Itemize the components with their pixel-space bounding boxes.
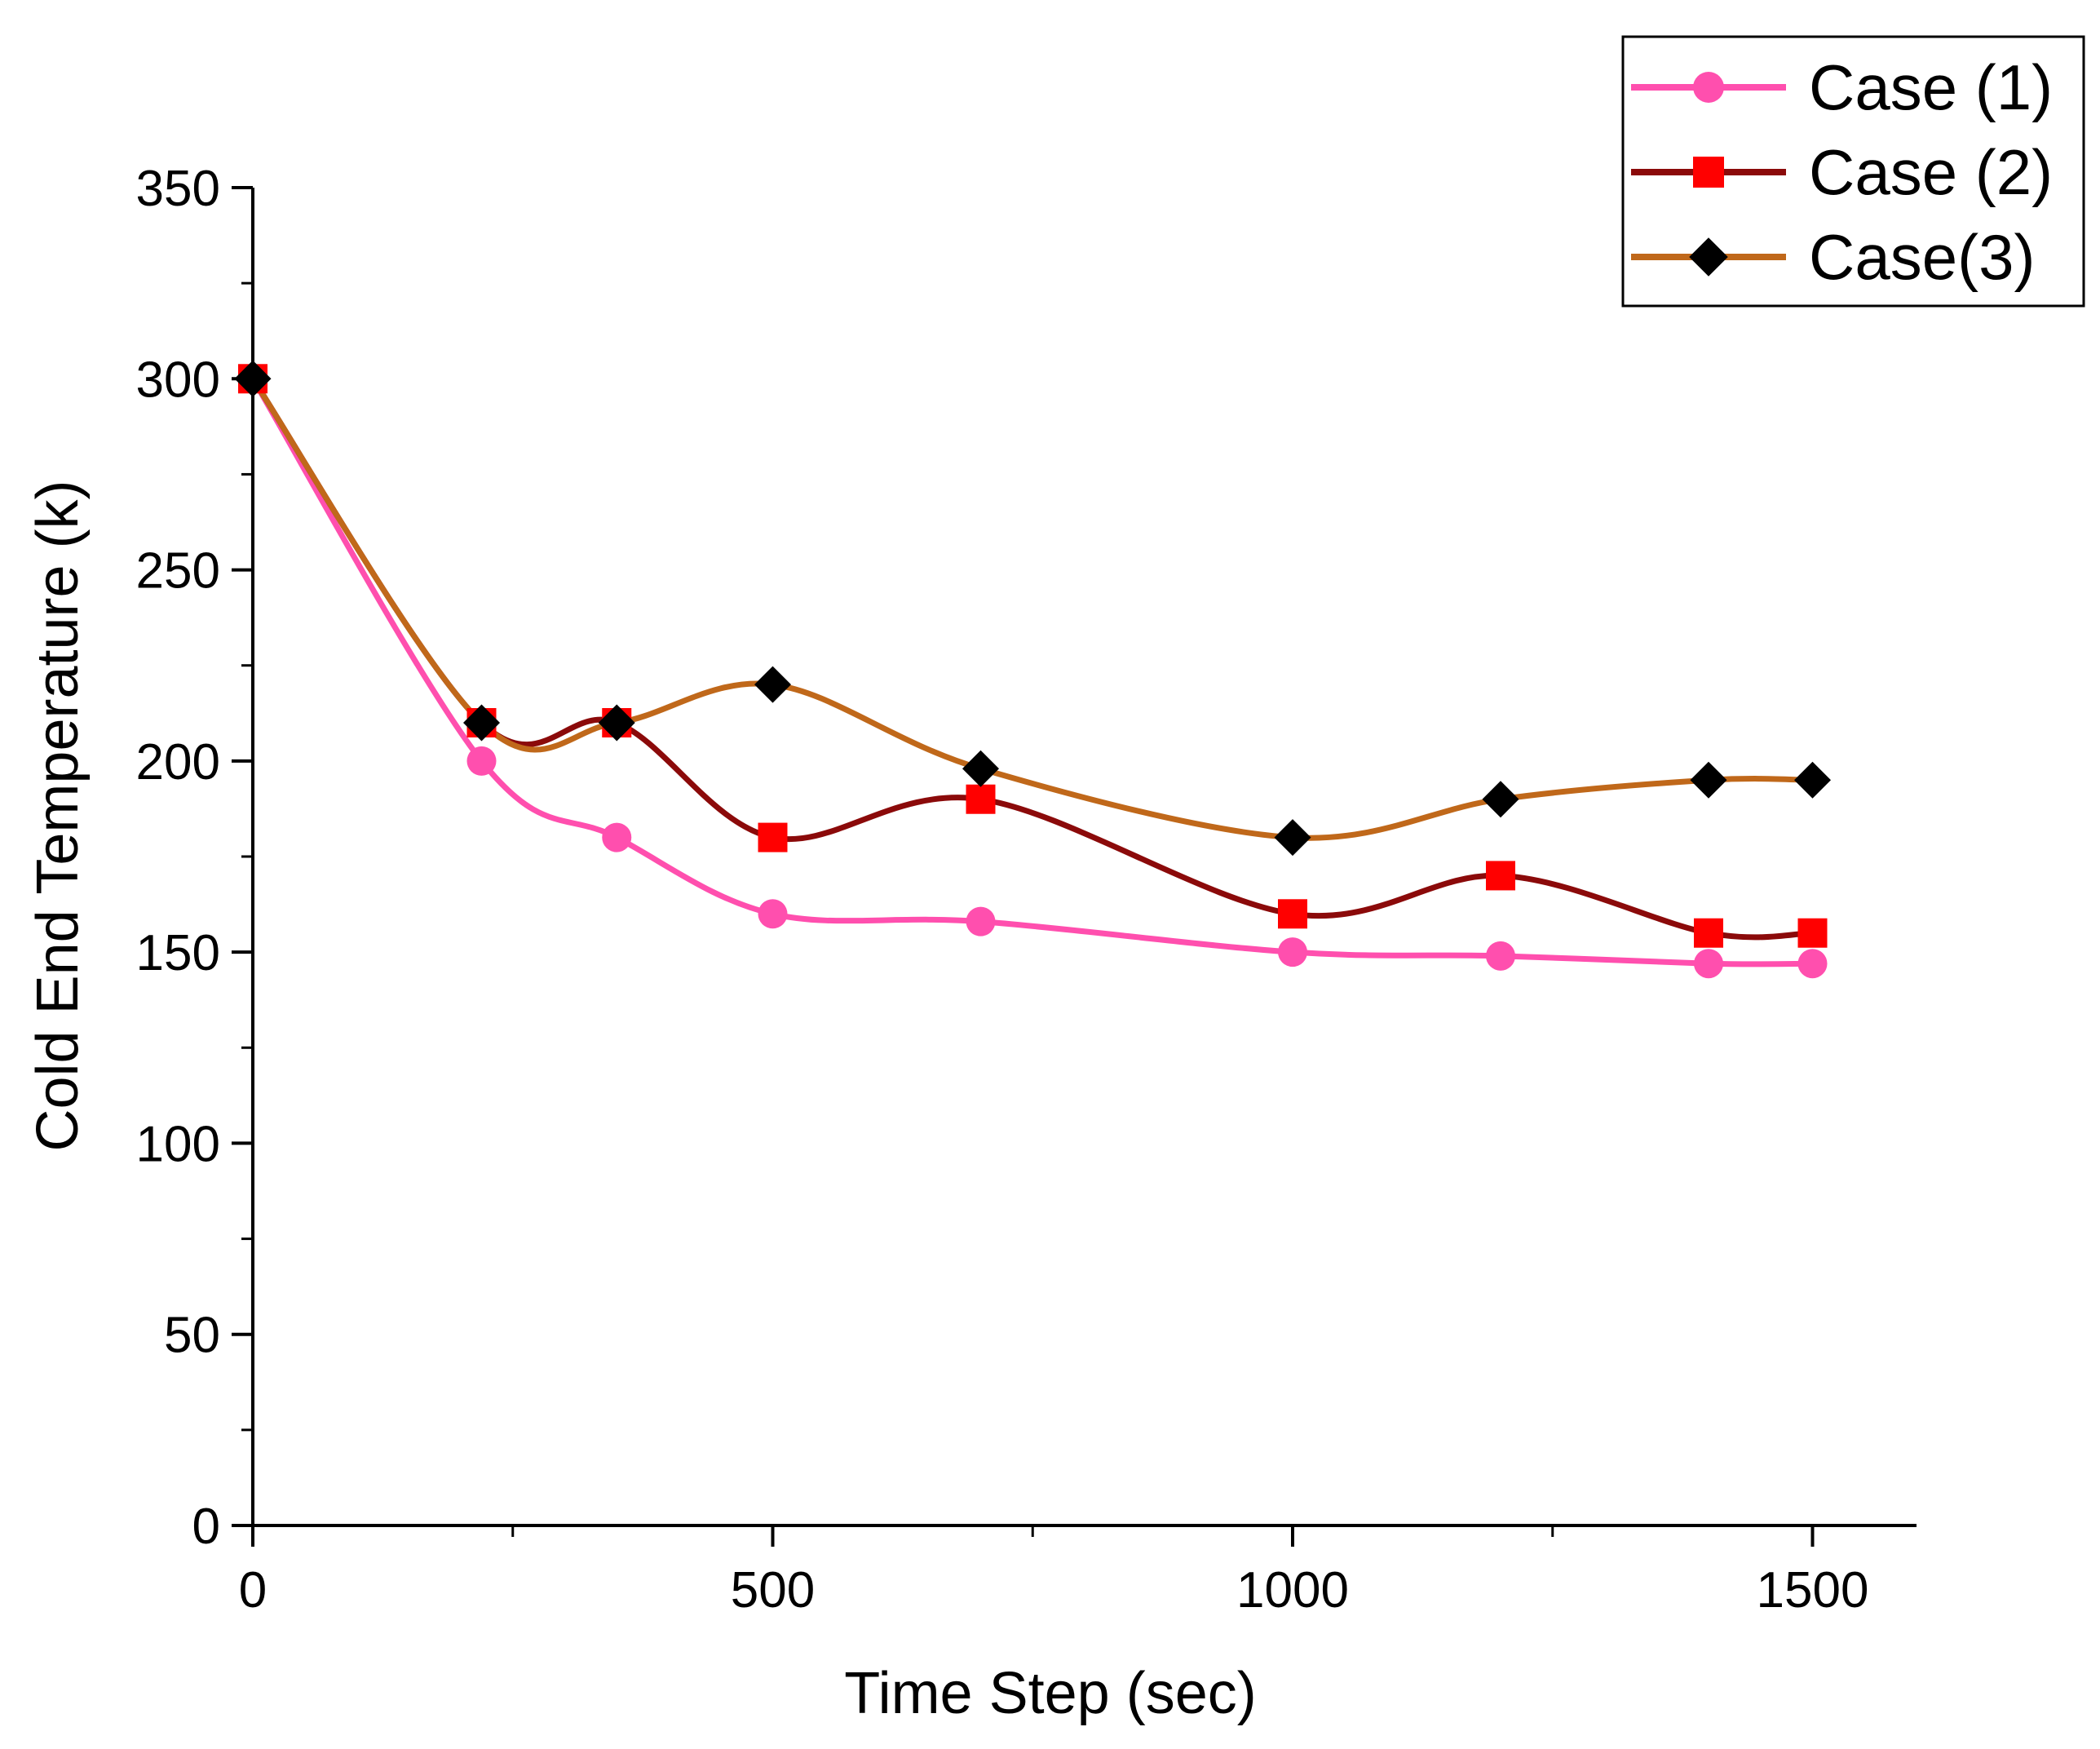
data-point-case-1 bbox=[466, 746, 497, 776]
legend-label-2: Case (2) bbox=[1809, 136, 2053, 208]
y-tick-label: 250 bbox=[136, 543, 220, 600]
y-axis-title: Cold End Temperature (k) bbox=[25, 480, 91, 1151]
x-tick-label: 1500 bbox=[1757, 1562, 1869, 1618]
data-point-case-3 bbox=[1794, 761, 1831, 799]
data-point-case-2 bbox=[1486, 861, 1515, 891]
x-tick-label: 0 bbox=[239, 1562, 267, 1618]
data-point-case-2 bbox=[1797, 918, 1828, 948]
y-tick-label: 100 bbox=[136, 1116, 220, 1172]
series-line-2 bbox=[250, 375, 1815, 941]
data-point-case-1 bbox=[758, 899, 788, 929]
series-line-1 bbox=[250, 375, 1815, 967]
data-point-case-3 bbox=[598, 704, 635, 742]
y-tick-label: 50 bbox=[164, 1308, 220, 1364]
data-point-case-3 bbox=[754, 666, 791, 703]
data-point-case-3 bbox=[1482, 781, 1519, 818]
series-markers bbox=[234, 360, 1831, 979]
data-point-case-1 bbox=[1694, 949, 1723, 979]
y-tick-label: 150 bbox=[136, 925, 220, 981]
data-point-case-2 bbox=[1694, 918, 1723, 948]
x-tick-label: 1000 bbox=[1236, 1562, 1349, 1618]
legend-marker-1 bbox=[1693, 72, 1724, 103]
data-point-case-3 bbox=[1274, 819, 1311, 857]
data-point-case-1 bbox=[1797, 949, 1828, 979]
data-point-case-2 bbox=[758, 822, 788, 852]
data-point-case-1 bbox=[1278, 937, 1307, 967]
x-tick-label: 500 bbox=[731, 1562, 815, 1618]
series-lines bbox=[250, 375, 1815, 967]
data-point-case-3 bbox=[962, 750, 999, 787]
axes: 0 50 100 150 200 250 300 350 0 500 1000 1500 bbox=[136, 161, 1917, 1618]
y-tick-label: 200 bbox=[136, 734, 220, 790]
legend-marker-2 bbox=[1693, 157, 1724, 188]
data-point-case-1 bbox=[602, 822, 632, 852]
legend-label-3: Case(3) bbox=[1809, 221, 2035, 293]
data-point-case-1 bbox=[1486, 941, 1515, 971]
legend-label-1: Case (1) bbox=[1809, 51, 2053, 123]
y-tick-label: 350 bbox=[136, 161, 220, 217]
data-point-case-3 bbox=[1690, 761, 1727, 799]
data-point-case-2 bbox=[1278, 899, 1307, 929]
y-tick-label: 0 bbox=[192, 1499, 220, 1555]
x-axis-title: Time Step (sec) bbox=[844, 1661, 1256, 1726]
legend: Case (1) Case (2) Case(3) bbox=[1621, 35, 2085, 308]
data-point-case-3 bbox=[463, 704, 500, 742]
data-point-case-2 bbox=[966, 784, 996, 814]
data-point-case-3 bbox=[234, 360, 272, 397]
data-point-case-1 bbox=[966, 906, 996, 936]
legend-marker-3 bbox=[1689, 237, 1728, 277]
y-tick-label: 300 bbox=[136, 352, 220, 408]
